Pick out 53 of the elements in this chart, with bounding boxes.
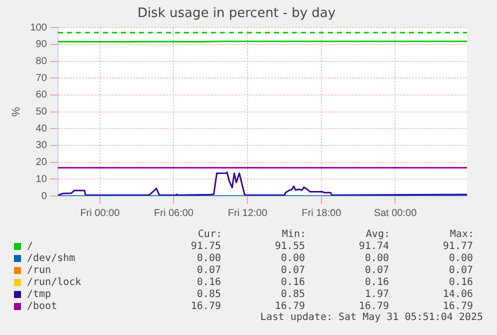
text: 0.07 — [364, 264, 389, 276]
chart-title: Disk usage in percent - by day — [137, 6, 336, 22]
text: 14.06 — [442, 288, 473, 300]
y-tick-label: 70 — [36, 72, 48, 84]
y-tick-label: 40 — [36, 123, 48, 134]
text: 0.16 — [364, 276, 389, 288]
y-tick-label: 0 — [41, 190, 48, 202]
text: 0.00 — [448, 252, 473, 264]
text: 91.77 — [442, 240, 473, 252]
text: 0.16 — [196, 276, 221, 288]
y-tick-label: 90 — [36, 39, 48, 50]
text: 91.75 — [190, 240, 221, 252]
text: Min: — [280, 228, 306, 240]
text: 0.07 — [280, 264, 305, 276]
text: 16.79 — [274, 300, 305, 312]
text: 0.16 — [280, 276, 305, 288]
x-tick-label: Fri 00:00 — [80, 208, 120, 219]
text: 0.00 — [196, 252, 221, 264]
text: 16.79 — [442, 300, 473, 312]
text: 0.00 — [280, 252, 305, 264]
y-tick-label: 50 — [36, 106, 48, 118]
y-axis-title: % — [10, 106, 23, 117]
y-tick-label: 30 — [36, 140, 48, 152]
text: Avg: — [364, 228, 390, 240]
x-tick-label: Fri 06:00 — [154, 208, 194, 219]
text: 0.00 — [364, 252, 389, 264]
text: Last update: Sat May 31 05:51:04 2025 — [259, 312, 484, 323]
text: 1.97 — [364, 288, 389, 300]
legend-label: /run — [27, 264, 52, 276]
text: 16.79 — [190, 300, 221, 312]
text: Cur: — [196, 228, 222, 240]
legend-label: /dev/shm — [27, 252, 76, 264]
text: 0.07 — [196, 264, 221, 276]
legend-label: /tmp — [27, 288, 52, 300]
y-tick-label: 80 — [36, 56, 48, 68]
legend-label: /run/lock — [27, 276, 82, 288]
y-tick-label: 100 — [30, 22, 48, 34]
y-tick-label: 60 — [36, 90, 48, 101]
text: 0.85 — [280, 288, 305, 300]
text: Max: — [448, 228, 474, 240]
text: 91.55 — [274, 240, 305, 252]
text: 0.16 — [448, 276, 473, 288]
x-tick-label: Fri 18:00 — [302, 208, 342, 219]
text: 0.85 — [196, 288, 221, 300]
legend-label: / — [27, 240, 34, 252]
text: 91.74 — [358, 240, 389, 252]
text: 0.07 — [448, 264, 473, 276]
y-tick-label: 10 — [36, 174, 48, 185]
legend-label: /boot — [27, 300, 58, 312]
y-tick-label: 20 — [36, 157, 48, 168]
x-tick-label: Fri 12:00 — [228, 208, 268, 219]
text: 16.79 — [358, 300, 389, 312]
x-tick-label: Sat 00:00 — [374, 208, 418, 219]
